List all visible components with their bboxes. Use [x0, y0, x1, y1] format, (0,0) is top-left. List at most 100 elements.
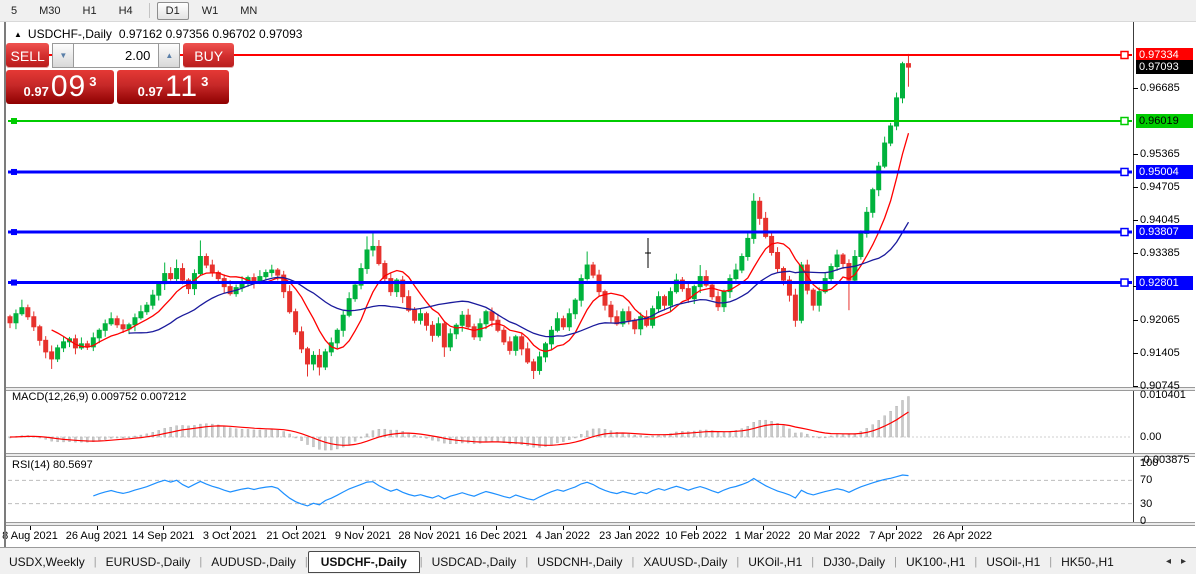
price-tick-label: 0.90745 [1140, 379, 1180, 392]
macd-value-signal: 0.007212 [140, 391, 187, 403]
price-axis-separator [1133, 22, 1134, 525]
tab-usoil-h1[interactable]: USOil-,H1 [986, 554, 1041, 569]
sell-price-prefix: 0.97 [23, 83, 49, 99]
sell-price-point: 3 [89, 73, 97, 89]
date-label: 3 Oct 2021 [202, 530, 257, 542]
rsi-axis-label: 30 [1140, 497, 1153, 510]
buy-price-button[interactable]: 0.97 11 3 [117, 70, 229, 104]
date-label: 16 Dec 2021 [464, 530, 528, 542]
timeframe-button-H4[interactable]: H4 [118, 4, 133, 17]
tab-usdx-weekly[interactable]: USDX,Weekly [9, 554, 85, 569]
price-tick-mark [1133, 186, 1138, 188]
buy-button[interactable]: BUY [183, 43, 234, 68]
chart-title: ▲ USDCHF-,Daily 0.97162 0.97356 0.96702 0.… [14, 27, 302, 41]
macd-axis-label: 0.00 [1140, 431, 1162, 443]
price-tick-mark [1133, 352, 1138, 354]
date-label: 26 Aug 2021 [65, 530, 128, 542]
date-tick-mark [96, 526, 98, 530]
price-tick-label: 0.94045 [1140, 214, 1180, 227]
price-tick-mark [1133, 153, 1138, 155]
date-tick-mark [30, 526, 31, 530]
rsi-line [93, 474, 909, 507]
level-left-handle [11, 168, 17, 175]
timeframe-button-5[interactable]: 5 [11, 4, 18, 17]
date-label: 23 Jan 2022 [599, 530, 660, 542]
tab-hk50-h1[interactable]: HK50-,H1 [1061, 554, 1114, 569]
tab-usdcad-daily[interactable]: USDCAD-,Daily [431, 554, 517, 569]
timeframe-button-H1[interactable]: H1 [82, 4, 97, 17]
price-level-label-0.96019: 0.96019 [1136, 114, 1193, 128]
one-click-trade-panel: SELL ▼ ▲ BUY 0.97 09 3 0.97 11 3 [6, 43, 234, 104]
tab-separator: | [811, 555, 815, 568]
volume-increase-icon[interactable]: ▲ [158, 43, 181, 68]
price-level-label-0.92801: 0.92801 [1136, 275, 1193, 290]
price-tick-mark [1133, 253, 1138, 255]
timeframe-button-M30[interactable]: M30 [39, 4, 61, 17]
sell-price-button[interactable]: 0.97 09 3 [6, 70, 114, 104]
macd-window-splitter[interactable] [5, 387, 1195, 391]
date-label: 28 Nov 2021 [398, 530, 461, 542]
rsi-window-splitter[interactable] [5, 453, 1195, 457]
collapse-arrow-icon[interactable]: ▲ [14, 30, 22, 39]
tab-separator: | [736, 555, 740, 568]
date-tick-mark [629, 526, 631, 530]
timeframe-button-W1[interactable]: W1 [201, 4, 219, 17]
timeframe-button-D1[interactable]: D1 [156, 1, 189, 20]
date-label: 10 Feb 2022 [665, 530, 727, 542]
volume-input[interactable] [74, 43, 159, 68]
tab-xauusd-daily[interactable]: XAUUSD-,Daily [643, 554, 728, 569]
price-tick-mark [1133, 220, 1138, 222]
tab-separator: | [93, 555, 97, 568]
volume-decrease-icon[interactable]: ▼ [52, 43, 75, 68]
tab-eurusd-daily[interactable]: EURUSD-,Daily [105, 554, 191, 569]
level-left-handle [11, 229, 17, 236]
level-right-handle [1120, 116, 1129, 126]
rsi-value: 80.5697 [52, 459, 93, 471]
price-tick-mark [1133, 286, 1138, 288]
macd-axis-label: -0.003875 [1140, 454, 1190, 466]
tab-usdchf-daily[interactable]: USDCHF-,Daily [307, 550, 420, 573]
tab-separator: | [199, 555, 203, 568]
date-tick-mark [762, 526, 764, 530]
price-tick-label: 0.93385 [1140, 247, 1180, 260]
volume-spinner: ▼ ▲ [52, 43, 181, 68]
tab-ukoil-h1[interactable]: UKOil-,H1 [748, 554, 803, 569]
date-label: 9 Nov 2021 [334, 530, 392, 542]
date-tick-mark [296, 526, 298, 530]
toolbar-separator [148, 3, 150, 18]
rsi-axis-label: 0 [1140, 515, 1147, 527]
date-tick-mark [429, 526, 431, 530]
price-level-label-0.95004: 0.95004 [1136, 164, 1193, 179]
date-label: 14 Sep 2021 [131, 530, 195, 542]
price-tick-mark [1133, 87, 1138, 89]
tabs-scroll-left-icon[interactable]: ◂ [1165, 556, 1171, 567]
tab-usdcnh-daily[interactable]: USDCNH-,Daily [537, 554, 623, 569]
level-right-handle [1120, 167, 1129, 177]
date-axis-splitter [5, 522, 1195, 526]
sell-price-pips: 09 [50, 70, 87, 103]
price-tick-label: 0.96685 [1140, 81, 1180, 94]
level-right-handle [1120, 227, 1129, 237]
date-label: 20 Mar 2022 [798, 530, 861, 542]
tab-uk100-h1[interactable]: UK100-,H1 [906, 554, 966, 569]
date-label: 8 Aug 2021 [2, 530, 58, 542]
price-level-label-0.97334: 0.97334 [1136, 48, 1193, 62]
timeframe-button-MN[interactable]: MN [240, 4, 258, 17]
level-right-handle [1120, 278, 1129, 287]
date-label: 1 Mar 2022 [734, 530, 791, 542]
sell-button[interactable]: SELL [6, 43, 50, 68]
rsi-panel-layer [8, 474, 1132, 507]
rsi-label: RSI(14) 80.5697 [12, 459, 93, 471]
macd-axis-label: 0.010401 [1140, 389, 1186, 401]
tab-audusd-daily[interactable]: AUDUSD-,Daily [211, 554, 296, 569]
buy-price-prefix: 0.97 [137, 83, 163, 99]
chart-tab-bar: USDX,Weekly | EURUSD-,Daily | AUDUSD-,Daily |… [0, 547, 1196, 574]
buy-price-point: 3 [201, 73, 209, 89]
tab-separator: | [974, 555, 978, 568]
tabs-scroll-right-icon[interactable]: ▸ [1180, 556, 1186, 567]
date-label: 26 Apr 2022 [932, 530, 993, 542]
tab-dj30-daily[interactable]: DJ30-,Daily [823, 554, 886, 569]
level-left-handle [11, 118, 17, 125]
